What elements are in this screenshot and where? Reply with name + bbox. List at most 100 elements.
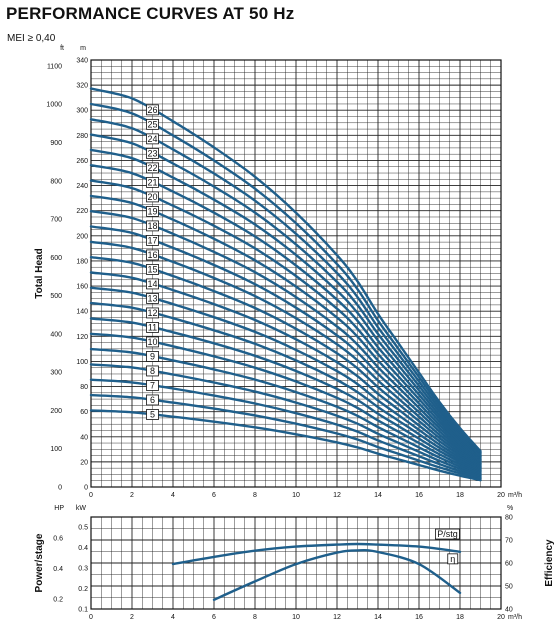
x-tick-label: 12 bbox=[333, 614, 341, 621]
stage-label-box bbox=[146, 409, 159, 420]
series-power bbox=[171, 542, 462, 566]
y-tick-label-m: 300 bbox=[76, 108, 88, 115]
x-tick-label: 16 bbox=[415, 614, 423, 621]
y-tick-label-pct: 80 bbox=[505, 515, 513, 522]
head-curve-24 bbox=[89, 118, 482, 455]
y-tick-label-pct: 70 bbox=[505, 538, 513, 545]
y-tick-label-m: 220 bbox=[76, 208, 88, 215]
series-label-efficiency: η bbox=[450, 554, 455, 564]
stage-label-box bbox=[146, 147, 159, 159]
stage-label-box bbox=[146, 191, 159, 203]
stage-label-box bbox=[146, 394, 159, 406]
x-unit-label: m³/h bbox=[508, 614, 522, 621]
head-curves bbox=[89, 87, 482, 482]
y-tick-label-kw: 0.5 bbox=[78, 525, 88, 532]
stage-label: 13 bbox=[147, 293, 157, 303]
stage-label: 16 bbox=[147, 250, 157, 260]
stage-label-box bbox=[146, 249, 159, 261]
stage-label-box bbox=[146, 104, 159, 116]
series-label-power: P/stg bbox=[437, 529, 458, 539]
y-tick-label-m: 340 bbox=[76, 58, 88, 65]
plot-frame bbox=[90, 516, 502, 610]
y-tick-label-m: 0 bbox=[84, 485, 88, 492]
head-curve-19 bbox=[89, 194, 482, 462]
stage-label: 7 bbox=[150, 380, 155, 390]
y-tick-label-ft: 1000 bbox=[46, 102, 62, 109]
head-curve-16 bbox=[89, 240, 482, 467]
y-axis-title-left: Power/stage bbox=[34, 533, 45, 592]
y-unit-m: m bbox=[80, 45, 86, 52]
stage-label: 5 bbox=[150, 409, 155, 419]
x-unit-label: m³/h bbox=[508, 492, 522, 499]
stage-label: 9 bbox=[150, 351, 155, 361]
stage-label-box bbox=[146, 162, 159, 174]
y-tick-label-pct: 60 bbox=[505, 561, 513, 568]
y-tick-label-m: 120 bbox=[76, 334, 88, 341]
y-tick-label-ft: 0 bbox=[58, 485, 62, 492]
x-tick-label: 2 bbox=[130, 492, 134, 499]
y-tick-label-ft: 500 bbox=[50, 293, 62, 300]
head-curve-20 bbox=[89, 179, 482, 461]
unit-hp: HP bbox=[54, 505, 64, 512]
stage-label-box bbox=[146, 307, 159, 319]
head-curve-21 bbox=[89, 164, 482, 460]
head-curve-15 bbox=[89, 256, 482, 468]
stage-label: 22 bbox=[147, 163, 157, 173]
x-tick-label: 8 bbox=[253, 492, 257, 499]
y-tick-label-m: 280 bbox=[76, 133, 88, 140]
y-tick-label-m: 60 bbox=[80, 409, 88, 416]
x-tick-label: 10 bbox=[292, 614, 300, 621]
head-curve-26 bbox=[89, 87, 482, 453]
x-tick-label: 6 bbox=[212, 492, 216, 499]
x-tick-label: 4 bbox=[171, 614, 175, 621]
y-tick-label-m: 20 bbox=[80, 459, 88, 466]
y-tick-label-m: 40 bbox=[80, 434, 88, 441]
x-tick-label: 20 bbox=[497, 492, 505, 499]
y-tick-label-m: 320 bbox=[76, 83, 88, 90]
chart-subtitle: MEI ≥ 0,40 bbox=[7, 33, 56, 44]
head-curve-6 bbox=[89, 393, 482, 480]
stage-label: 23 bbox=[147, 148, 157, 158]
stage-label: 11 bbox=[148, 322, 157, 332]
y-tick-label-ft: 800 bbox=[50, 178, 62, 185]
y-tick-label-m: 180 bbox=[76, 258, 88, 265]
y-tick-label-ft: 1100 bbox=[47, 63, 62, 70]
head-chart-labels: 0 2 4 6 8 10 12 14 16 18 2002040608010012014016018… bbox=[34, 45, 522, 499]
x-tick-label: 10 bbox=[292, 492, 300, 499]
head-curve-25 bbox=[89, 102, 482, 454]
stage-label: 6 bbox=[150, 395, 155, 405]
stage-label: 25 bbox=[147, 119, 157, 129]
y-unit-ft: ft bbox=[60, 45, 64, 52]
x-tick-label: 18 bbox=[456, 614, 464, 621]
x-tick-label: 20 bbox=[497, 614, 505, 621]
y-tick-label-hp: 0.4 bbox=[53, 566, 63, 573]
stage-label-box bbox=[146, 380, 159, 391]
y-tick-label-m: 260 bbox=[76, 158, 88, 165]
y-tick-label-m: 200 bbox=[76, 233, 88, 240]
head-curve-17 bbox=[89, 225, 482, 465]
stage-label: 14 bbox=[147, 279, 157, 289]
stage-label: 19 bbox=[147, 206, 157, 216]
y-tick-label-m: 140 bbox=[76, 309, 88, 316]
y-tick-label-ft: 200 bbox=[50, 408, 62, 415]
stage-label: 17 bbox=[147, 235, 157, 245]
stage-label: 10 bbox=[147, 337, 157, 347]
stage-label-box bbox=[146, 293, 159, 304]
y-tick-label-ft: 700 bbox=[50, 217, 62, 224]
y-axis-title-right: Efficiency bbox=[544, 539, 555, 587]
series-efficiency bbox=[212, 549, 462, 601]
y-tick-label-ft: 900 bbox=[50, 140, 62, 147]
x-tick-label: 16 bbox=[415, 492, 423, 499]
x-tick-label: 4 bbox=[171, 492, 175, 499]
x-tick-label: 0 bbox=[89, 492, 93, 499]
y-tick-label-ft: 400 bbox=[50, 331, 62, 338]
stage-label-box bbox=[146, 235, 159, 246]
head-curve-13 bbox=[89, 286, 482, 471]
stage-label-box bbox=[146, 133, 159, 145]
stage-label: 26 bbox=[147, 105, 157, 115]
series-label-box bbox=[447, 553, 459, 565]
stage-label-box bbox=[146, 351, 159, 362]
y-tick-label-m: 80 bbox=[80, 384, 88, 391]
head-curve-8 bbox=[89, 363, 482, 478]
